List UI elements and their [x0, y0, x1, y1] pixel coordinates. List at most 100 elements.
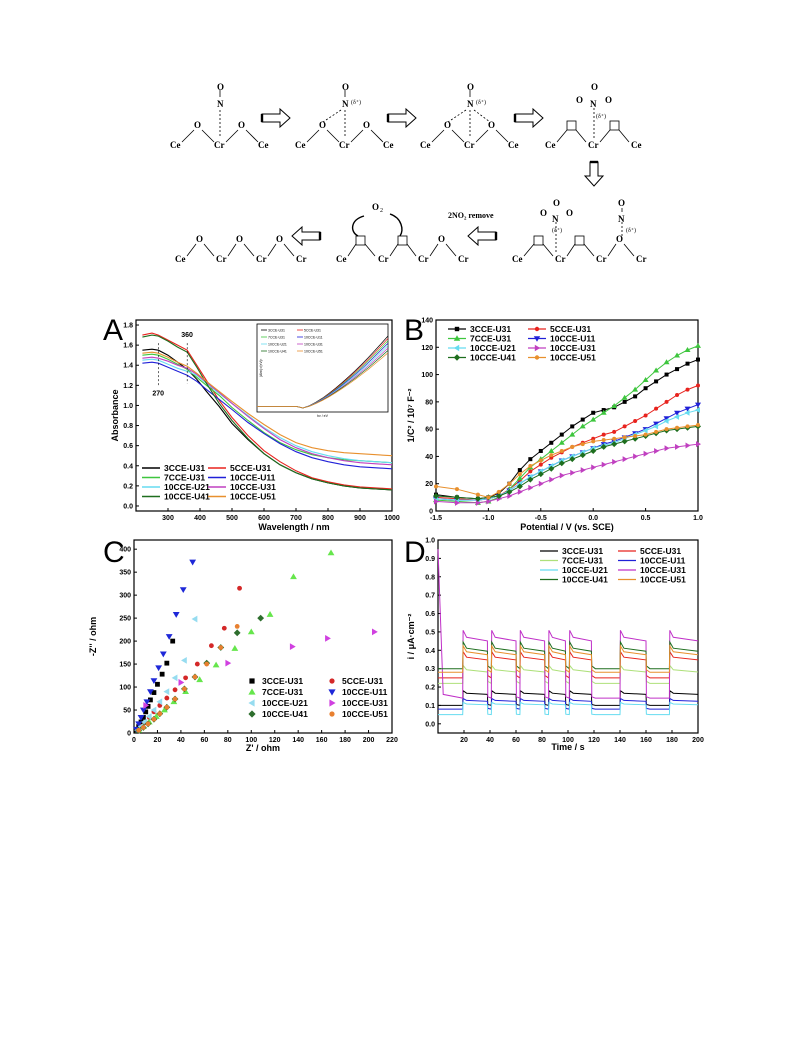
data-marker — [675, 443, 681, 450]
atom-label: O — [194, 120, 201, 130]
data-marker — [675, 393, 680, 398]
bond-line — [495, 129, 509, 143]
bond-line — [607, 243, 617, 257]
data-marker — [663, 359, 670, 365]
data-marker — [675, 367, 680, 372]
data-marker — [496, 489, 501, 494]
reaction-mechanism-scheme: CeOCrOCeNOCeOCrOCeNO(δ⁺)CeOCrOCeNO(δ⁺)Ce… — [170, 82, 647, 264]
x-tick-label: 1.0 — [693, 515, 703, 522]
data-marker — [695, 407, 700, 414]
legend-entry: 3CCE-U31 — [164, 463, 205, 473]
data-marker — [143, 709, 149, 715]
atom-label: Ce — [420, 140, 431, 150]
atom-label: Cr — [588, 140, 599, 150]
atom-label: N — [618, 214, 625, 224]
oxygen-vacancy — [609, 120, 620, 131]
atom-label: Cr — [464, 140, 475, 150]
data-marker — [139, 707, 147, 714]
series-line — [435, 404, 699, 501]
x-tick-label: 120 — [269, 737, 281, 744]
x-tick-label: 0.5 — [641, 515, 651, 522]
y-tick-label: 0.9 — [425, 556, 435, 563]
y-tick-label: 0.3 — [425, 666, 435, 673]
data-marker — [591, 464, 597, 471]
legend-entry: 10CCE-U11 — [550, 334, 596, 344]
y-tick-label: 0 — [429, 509, 433, 516]
data-marker — [580, 442, 585, 447]
bond-line — [203, 243, 215, 257]
bond-line — [389, 243, 399, 257]
oxygen-vacancy — [355, 235, 366, 246]
series-line — [142, 361, 393, 470]
data-marker — [150, 678, 158, 685]
data-marker — [329, 711, 335, 717]
data-marker — [289, 643, 296, 651]
y-tick-label: 0.8 — [425, 574, 435, 581]
atom-label: Ce — [175, 254, 186, 264]
data-marker — [221, 625, 227, 631]
data-marker — [674, 352, 681, 358]
arrow-down-icon — [583, 161, 605, 187]
atom-label: Ce — [512, 254, 523, 264]
data-marker — [453, 344, 460, 352]
data-marker — [695, 342, 701, 348]
legend-entry: 10CCE-U21 — [262, 698, 308, 708]
arrow-right-icon — [514, 107, 544, 129]
data-marker — [237, 585, 242, 591]
data-marker — [528, 463, 533, 468]
data-marker — [548, 465, 555, 472]
inset-legend-entry: 10CCE-U31 — [304, 343, 323, 347]
data-marker — [218, 645, 224, 650]
x-tick-label: 120 — [588, 737, 600, 744]
y-tick-label: 400 — [119, 547, 131, 554]
data-marker — [155, 665, 163, 672]
x-axis-title: Time / s — [551, 742, 584, 752]
atom-label: Ce — [170, 140, 181, 150]
data-marker — [580, 417, 585, 422]
data-marker — [653, 421, 660, 427]
x-tick-label: 0.0 — [588, 515, 598, 522]
data-marker — [696, 357, 700, 362]
data-marker — [225, 659, 232, 667]
y-tick-label: 60 — [425, 427, 433, 434]
data-marker — [570, 444, 575, 449]
data-marker — [454, 326, 460, 332]
x-tick-label: 500 — [226, 515, 238, 522]
data-marker — [156, 698, 163, 706]
atom-label: O — [553, 198, 560, 208]
x-tick-label: 40 — [177, 737, 185, 744]
y-tick-label: 1.2 — [123, 383, 133, 390]
bond-line — [347, 243, 357, 257]
y-axis-title: -Z'' / ohm — [88, 617, 98, 656]
chart-panel-a: 300 400 500 600 700 800 900 1000 0.0 0.2 0.4 0.6 0.8… — [110, 319, 400, 532]
data-marker — [538, 480, 544, 487]
data-marker — [234, 623, 240, 629]
x-tick-label: 700 — [290, 515, 302, 522]
data-marker — [183, 675, 189, 681]
data-marker — [164, 695, 170, 701]
data-marker — [329, 699, 336, 707]
data-marker — [517, 488, 523, 495]
bond-line — [406, 243, 417, 257]
data-marker — [137, 714, 145, 721]
data-marker — [231, 645, 239, 651]
data-marker — [643, 432, 648, 437]
atom-label: Ce — [508, 140, 519, 150]
legend-entry: 10CCE-U11 — [230, 473, 276, 483]
data-marker — [506, 488, 513, 495]
inset-series-line — [257, 352, 389, 409]
atom-label: Cr — [214, 140, 225, 150]
bond-line — [201, 129, 215, 143]
oxygen-vacancy — [566, 120, 577, 131]
x-axis-title: Potential / V (vs. SCE) — [520, 522, 614, 532]
data-marker — [612, 429, 617, 434]
data-marker — [495, 492, 502, 499]
data-marker — [157, 711, 163, 717]
data-marker — [145, 721, 151, 727]
atom-label: N — [552, 214, 559, 224]
bond-line — [566, 243, 576, 257]
atom-label: Cr — [378, 254, 389, 264]
data-marker — [664, 372, 669, 377]
y-tick-label: 1.8 — [123, 323, 133, 330]
data-marker — [695, 402, 701, 408]
